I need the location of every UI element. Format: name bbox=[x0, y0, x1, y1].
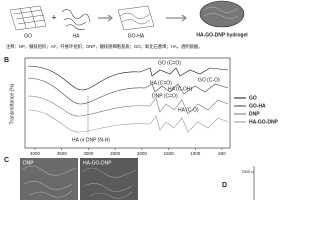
x-tick-label: 3500 bbox=[57, 151, 68, 156]
spectrum-go bbox=[27, 65, 229, 91]
legend: GO GO-HA DNP HA-GO-DNP bbox=[234, 95, 279, 125]
annotation: HA or DNP (N-H) bbox=[72, 137, 110, 143]
go-sheet bbox=[9, 5, 47, 31]
annotation: HA (C-O) bbox=[178, 107, 199, 113]
panel-label: C bbox=[4, 157, 9, 164]
legend-label: GO bbox=[249, 95, 257, 101]
hydrogel-image bbox=[199, 0, 245, 28]
annotation: HA (C-OH) bbox=[168, 86, 193, 92]
image-label: HA-GO-DNP bbox=[83, 160, 112, 166]
x-tick-label: 1000 bbox=[190, 151, 201, 156]
panel-label: B bbox=[4, 57, 9, 64]
x-tick-label: 2500 bbox=[110, 151, 121, 156]
micrograph-texture bbox=[81, 167, 137, 199]
x-ticks: 4000 3500 3000 2500 2000 1500 1000 500 bbox=[30, 148, 226, 156]
arrow bbox=[166, 14, 187, 22]
x-tick-label: 3000 bbox=[83, 151, 94, 156]
spectra bbox=[27, 65, 229, 133]
label: HA-GO-DNP hydrogel bbox=[196, 32, 248, 38]
micrograph-texture bbox=[21, 165, 77, 198]
x-tick-label: 1500 bbox=[164, 151, 175, 156]
panel-label: D bbox=[222, 182, 227, 189]
label: GO-HA bbox=[128, 33, 145, 39]
notes: 注释：NP，髓核组织；AF，纤维环组织；DNP，髓核脱细胞基质；GO，氧化石墨烯… bbox=[6, 43, 202, 50]
x-tick-label: 500 bbox=[218, 151, 226, 156]
annotation: GO (C-O) bbox=[198, 77, 220, 83]
tick-label: 7500 bbox=[241, 169, 251, 174]
page: GO + HA GO-HA HA-GO-DNP hydrogel 注释：NP，髓… bbox=[4, 0, 279, 200]
plot-frame bbox=[24, 57, 231, 149]
y-axis-label: Transmittance (%) bbox=[9, 83, 15, 124]
legend-label: GO-HA bbox=[249, 103, 266, 109]
go-ha-sheet bbox=[117, 5, 155, 31]
hydrogel-texture bbox=[203, 6, 239, 19]
spectrum-go-ha bbox=[27, 77, 229, 105]
spectrum-ha-go-dnp bbox=[27, 109, 229, 133]
arrow bbox=[98, 14, 113, 22]
x-tick-label: 2000 bbox=[137, 151, 148, 156]
legend-label: DNP bbox=[249, 111, 260, 117]
annotation: DNP (C=O) bbox=[152, 93, 178, 99]
legend-label: HA-GO-DNP bbox=[249, 119, 279, 125]
annotation: HA (C=O) bbox=[150, 80, 172, 86]
figure: GO + HA GO-HA HA-GO-DNP hydrogel 注释：NP，髓… bbox=[4, 0, 279, 200]
spectrum-dnp bbox=[27, 95, 229, 117]
micrograph bbox=[20, 158, 78, 200]
micrograph bbox=[80, 158, 138, 200]
label: HA bbox=[73, 33, 81, 39]
ha-chain bbox=[61, 9, 91, 30]
label: GO bbox=[24, 33, 32, 39]
x-tick-label: 4000 bbox=[30, 151, 41, 156]
annotation: GO (C=O) bbox=[158, 60, 181, 66]
operator: + bbox=[51, 12, 56, 22]
image-label: DNP bbox=[23, 160, 34, 166]
